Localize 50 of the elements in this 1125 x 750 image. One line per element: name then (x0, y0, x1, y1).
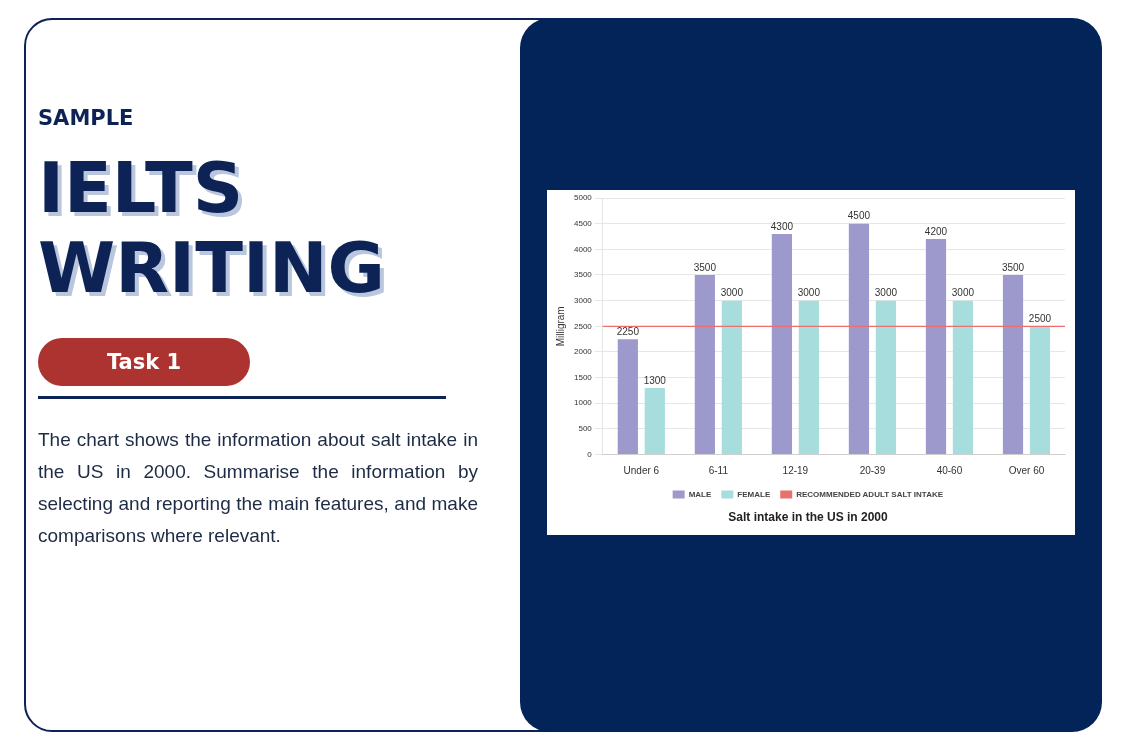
y-tick-label: 4000 (574, 244, 593, 254)
x-tick-label: 6-11 (708, 465, 729, 477)
text: Salt intake in the US in 2000 (728, 510, 889, 525)
bar (617, 339, 638, 455)
text: Task 1 (38, 338, 250, 386)
y-tick-label: 2000 (574, 347, 593, 357)
x-tick-label: 12-19 (782, 465, 809, 477)
bar (798, 300, 819, 455)
bar (1002, 274, 1024, 455)
x-tick-label: Under 6 (623, 465, 660, 477)
x-tick-label: 40-60 (936, 465, 963, 477)
y-tick-label: 1500 (574, 372, 593, 382)
y-tick-label: 0 (587, 449, 593, 459)
text: The chart shows the information about salt intake in the US in 2000. Summarise the information by selecting and reporting the main features, and make comparisons where relevant. (38, 428, 478, 548)
data-label: 1300 (643, 374, 667, 386)
data-label: 3500 (1001, 261, 1025, 273)
y-tick-label: 1000 (574, 398, 593, 408)
data-label: 3000 (797, 287, 821, 299)
data-label: 4500 (847, 210, 871, 222)
data-label: 3500 (693, 261, 717, 273)
legend-label: RECOMMENDED ADULT SALT INTAKE (796, 489, 944, 499)
data-label: 2500 (1028, 313, 1052, 325)
y-tick-label: 3500 (574, 270, 593, 280)
bar (875, 300, 897, 455)
y-tick-label: 500 (578, 424, 593, 434)
bar (952, 300, 974, 455)
bar (848, 223, 870, 455)
bar (925, 239, 947, 455)
text: SAMPLE (38, 106, 134, 130)
bar (771, 233, 793, 455)
bar (721, 300, 742, 455)
legend-label: MALE (688, 489, 712, 499)
bar (644, 387, 665, 455)
data-label: 3000 (720, 287, 744, 299)
y-tick-label: 4500 (574, 218, 593, 228)
bar (694, 274, 715, 455)
y-tick-label: 3000 (574, 295, 593, 305)
x-tick-label: Over 60 (1008, 465, 1045, 477)
data-label: 3000 (951, 287, 975, 299)
data-label: 3000 (874, 287, 898, 299)
data-label: 4300 (770, 220, 794, 232)
data-label: 2250 (616, 325, 640, 337)
x-tick-label: 20-39 (859, 465, 886, 477)
data-label: 4200 (924, 225, 948, 237)
y-axis-title: Milligram (554, 306, 566, 347)
y-tick-label: 5000 (574, 193, 593, 203)
bar (1029, 326, 1051, 455)
text: IELTS WRITING (38, 147, 386, 309)
legend-label: FEMALE (737, 489, 771, 499)
y-tick-label: 2500 (574, 321, 593, 331)
